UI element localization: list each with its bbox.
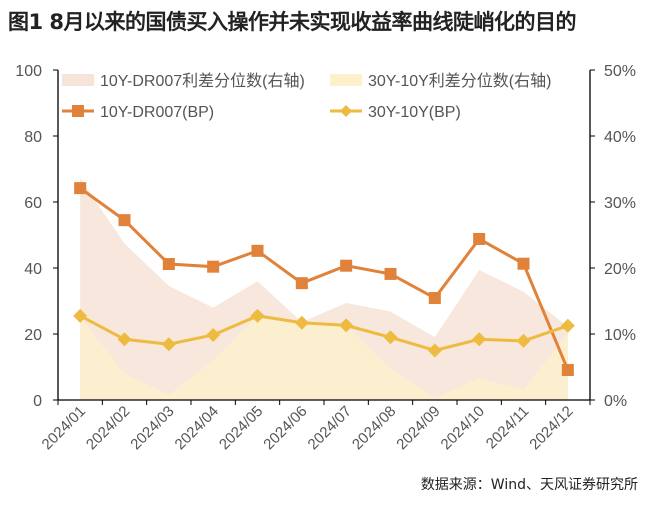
data-point-diamond — [560, 318, 575, 333]
data-point-square — [295, 277, 308, 290]
right-tick-label: 30% — [604, 195, 636, 212]
left-tick-label: 20 — [24, 327, 42, 344]
x-tick-label: 2024/03 — [127, 403, 177, 453]
left-tick-label: 80 — [24, 129, 42, 146]
left-tick-label: 40 — [24, 261, 42, 278]
legend-label-0: 10Y-DR007利差分位数(右轴) — [100, 72, 305, 90]
legend-marker-diamond — [340, 105, 352, 117]
right-tick-label: 20% — [604, 261, 636, 278]
x-tick-label: 2024/12 — [526, 403, 576, 453]
data-point-diamond — [427, 343, 442, 358]
x-tick-label: 2024/05 — [216, 403, 266, 453]
left-tick-label: 0 — [33, 393, 42, 410]
data-point-square — [561, 363, 574, 376]
data-point-diamond — [516, 333, 531, 348]
area-series-0 — [80, 178, 568, 400]
left-tick-label: 60 — [24, 195, 42, 212]
data-point-square — [118, 214, 131, 227]
x-tick-label: 2024/08 — [349, 403, 399, 453]
data-point-square — [428, 292, 441, 305]
left-tick-label: 100 — [15, 63, 42, 80]
data-point-square — [340, 259, 353, 272]
legend-label-3: 30Y-10Y(BP) — [368, 104, 461, 121]
data-point-diamond — [73, 308, 88, 323]
line-series-2 — [79, 186, 570, 371]
data-point-diamond — [294, 315, 309, 330]
line-series-3 — [79, 314, 569, 353]
data-point-square — [251, 244, 264, 257]
data-point-square — [162, 258, 175, 271]
legend-marker-square — [72, 105, 84, 117]
right-tick-label: 10% — [604, 327, 636, 344]
x-tick-label: 2024/07 — [305, 403, 355, 453]
data-point-diamond — [339, 318, 354, 333]
data-point-diamond — [117, 332, 132, 347]
x-tick-label: 2024/01 — [39, 403, 89, 453]
x-tick-label: 2024/02 — [83, 403, 133, 453]
right-tick-label: 50% — [604, 63, 636, 80]
data-point-square — [473, 232, 486, 245]
x-tick-label: 2024/09 — [393, 403, 443, 453]
source-note: 数据来源：Wind、天风证券研究所 — [420, 477, 638, 493]
legend-label-1: 30Y-10Y利差分位数(右轴) — [368, 72, 551, 90]
data-point-square — [207, 260, 220, 273]
data-point-diamond — [250, 308, 265, 323]
area-series-1 — [80, 316, 568, 400]
legend-swatch-1 — [330, 74, 362, 86]
x-tick-label: 2024/04 — [172, 403, 222, 453]
data-point-square — [384, 267, 397, 280]
figure-title: 图1 8月以来的国债买入操作并未实现收益率曲线陡峭化的目的 — [8, 10, 577, 34]
right-tick-label: 0% — [604, 393, 627, 410]
data-point-square — [517, 257, 530, 270]
x-tick-label: 2024/10 — [438, 403, 488, 453]
data-point-square — [74, 182, 87, 195]
data-point-diamond — [206, 327, 221, 342]
data-point-diamond — [472, 332, 487, 347]
data-point-diamond — [161, 337, 176, 352]
right-tick-label: 40% — [604, 129, 636, 146]
x-tick-label: 2024/06 — [260, 403, 310, 453]
x-tick-label: 2024/11 — [483, 403, 533, 453]
chart: 0204060801000%10%20%30%40%50%2024/012024… — [15, 63, 636, 453]
legend-swatch-0 — [62, 74, 94, 86]
data-point-diamond — [383, 330, 398, 345]
legend-label-2: 10Y-DR007(BP) — [100, 104, 214, 121]
